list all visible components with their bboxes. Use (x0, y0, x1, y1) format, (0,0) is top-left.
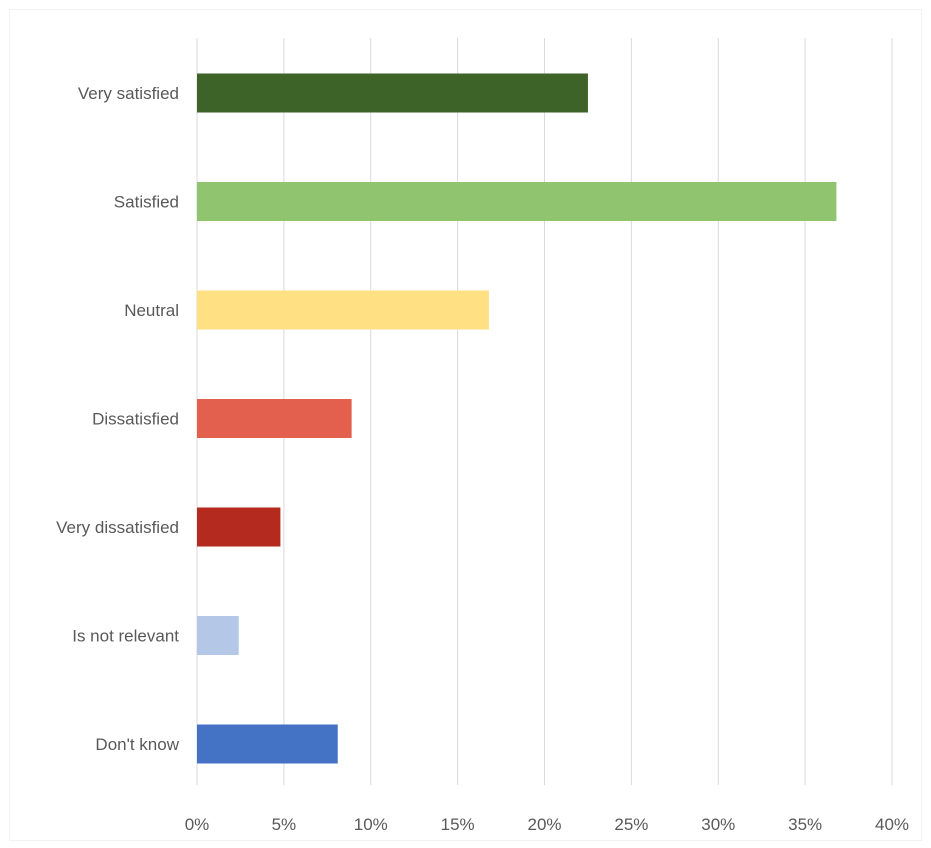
x-tick-label: 40% (875, 815, 909, 834)
bar (197, 182, 837, 221)
x-tick-label: 5% (272, 815, 297, 834)
bar (197, 73, 588, 113)
bars (197, 73, 837, 764)
x-tick-label: 30% (701, 815, 735, 834)
bar (197, 290, 489, 330)
x-tick-label: 35% (788, 815, 822, 834)
x-tick-label: 10% (354, 815, 388, 834)
gridlines (196, 38, 893, 785)
x-tick-label: 0% (185, 815, 210, 834)
chart-border (9, 9, 922, 841)
category-labels: Very satisfied Satisfied Neutral Dissatisfi… (56, 84, 180, 754)
category-label: Satisfied (114, 193, 179, 212)
category-label: Very dissatisfied (56, 518, 179, 537)
x-tick-label: 20% (527, 815, 561, 834)
category-label: Neutral (124, 301, 179, 320)
x-tick-label: 15% (441, 815, 475, 834)
bar (197, 507, 281, 547)
category-label: Very satisfied (78, 84, 179, 103)
category-label: Is not relevant (72, 627, 179, 646)
bar (197, 724, 338, 764)
category-label: Don't know (95, 735, 179, 754)
x-tick-label: 25% (614, 815, 648, 834)
category-label: Dissatisfied (92, 410, 179, 429)
bar (197, 399, 352, 438)
bar (197, 616, 239, 655)
x-axis-tick-labels: 0% 5% 10% 15% 20% 25% 30% 35% 40% (185, 815, 909, 834)
